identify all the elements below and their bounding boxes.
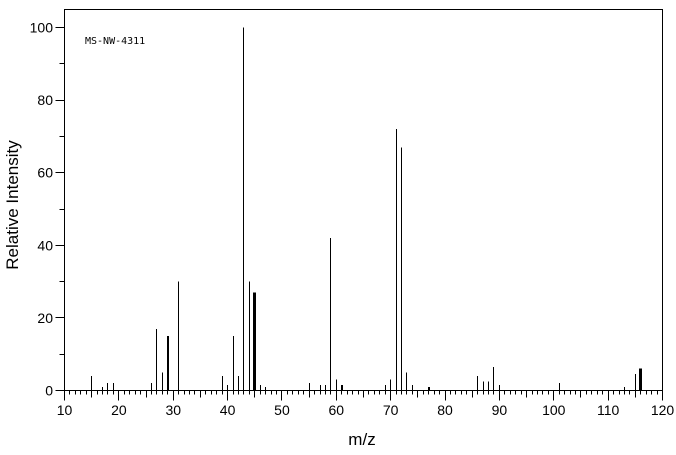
x-tick-label: 110 xyxy=(597,402,620,418)
y-tick-label: 0 xyxy=(45,383,53,399)
plot-border xyxy=(64,9,663,391)
x-tick-label: 60 xyxy=(329,402,345,418)
x-tick-label: 30 xyxy=(165,402,181,418)
y-tick-label: 100 xyxy=(30,20,54,36)
x-tick-label: 120 xyxy=(651,402,675,418)
x-tick-label: 90 xyxy=(492,402,508,418)
y-tick-label: 20 xyxy=(37,310,53,326)
spectrum-id-label: MS-NW-4311 xyxy=(85,36,146,47)
x-tick-label: 100 xyxy=(542,402,566,418)
x-tick-label: 40 xyxy=(220,402,236,418)
y-tick-label: 40 xyxy=(37,237,53,253)
x-axis-title: m/z xyxy=(348,430,376,449)
x-tick-label: 10 xyxy=(57,402,73,418)
x-tick-label: 70 xyxy=(383,402,399,418)
x-tick-label: 50 xyxy=(274,402,290,418)
x-tick-label: 20 xyxy=(111,402,127,418)
y-tick-label: 60 xyxy=(37,165,53,181)
y-tick-label: 80 xyxy=(37,92,53,108)
y-axis-title: Relative Intensity xyxy=(3,140,22,270)
x-tick-label: 80 xyxy=(437,402,453,418)
